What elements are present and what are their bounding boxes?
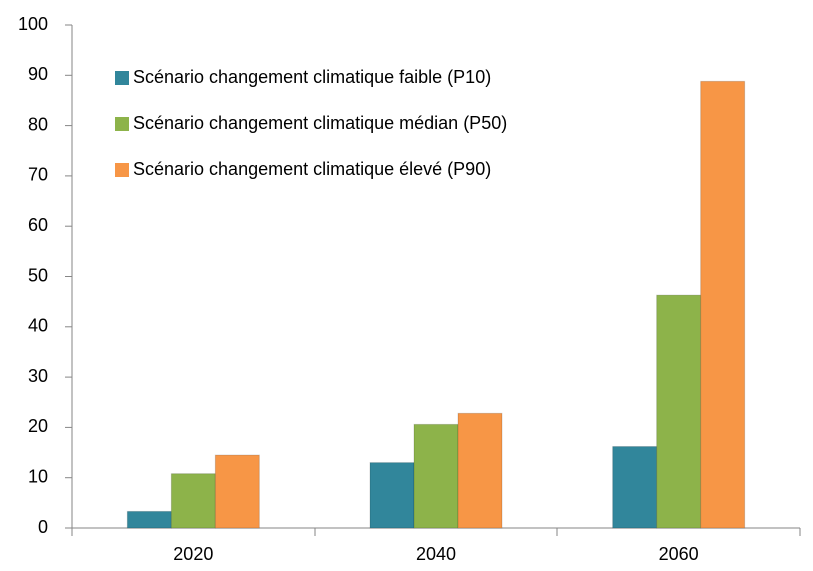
y-tick-label: 90 <box>28 64 48 84</box>
x-tick-label: 2020 <box>173 544 213 564</box>
bar <box>457 412 503 529</box>
x-tick-label: 2060 <box>659 544 699 564</box>
x-tick-label: 2040 <box>416 544 456 564</box>
y-tick-label: 70 <box>28 165 48 185</box>
y-tick-label: 80 <box>28 114 48 134</box>
legend-label: Scénario changement climatique faible (P… <box>133 67 491 87</box>
bar <box>413 423 459 529</box>
y-tick-label: 40 <box>28 316 48 336</box>
bar <box>126 510 172 529</box>
legend-swatch <box>115 71 129 85</box>
bar <box>700 80 746 529</box>
bar <box>170 473 216 529</box>
bar <box>612 446 658 529</box>
legend-swatch <box>115 117 129 131</box>
legend-label: Scénario changement climatique médian (P… <box>133 113 507 133</box>
y-tick-label: 0 <box>38 517 48 537</box>
y-tick-label: 50 <box>28 265 48 285</box>
y-tick-label: 100 <box>18 14 48 34</box>
y-tick-label: 10 <box>28 466 48 486</box>
y-tick-label: 60 <box>28 215 48 235</box>
y-tick-label: 30 <box>28 366 48 386</box>
bar <box>656 294 702 529</box>
y-tick-label: 20 <box>28 416 48 436</box>
legend-swatch <box>115 163 129 177</box>
legend-label: Scénario changement climatique élevé (P9… <box>133 159 491 179</box>
bar <box>369 462 415 529</box>
bar <box>214 454 260 529</box>
